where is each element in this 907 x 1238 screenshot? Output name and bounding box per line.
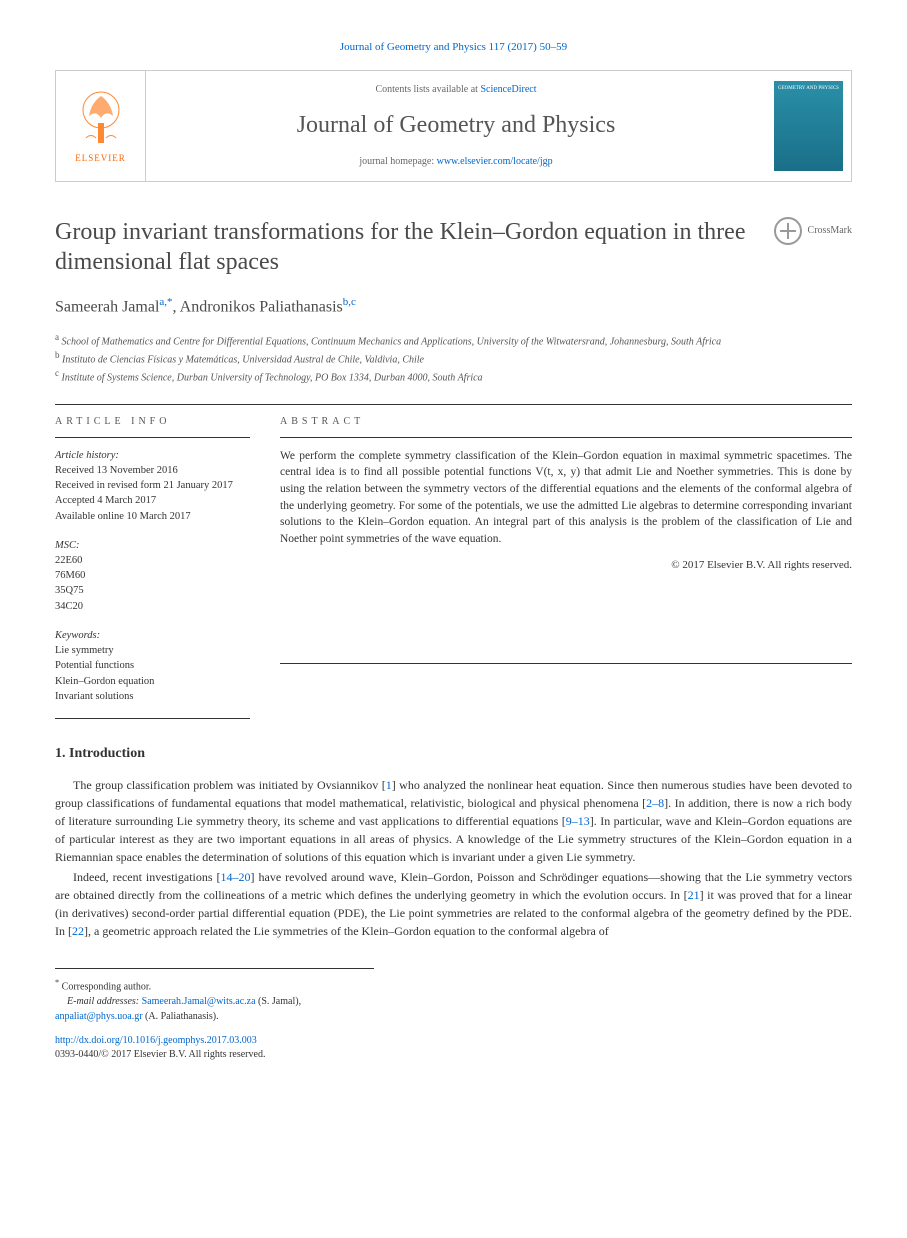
- article-history: Article history: Received 13 November 20…: [55, 448, 250, 524]
- ref-link-9-13[interactable]: 9–13: [566, 814, 590, 828]
- affiliation-b-text: Instituto de Ciencias Físicas y Matemáti…: [62, 354, 424, 365]
- abstract-label: abstract: [280, 405, 852, 438]
- history-received: Received 13 November 2016: [55, 463, 250, 478]
- cover-thumbnail: GEOMETRY AND PHYSICS: [774, 81, 843, 171]
- paragraph-1: The group classification problem was ini…: [55, 776, 852, 866]
- elsevier-tree-icon: [71, 88, 131, 148]
- history-heading: Article history:: [55, 448, 250, 463]
- contents-available-line: Contents lists available at ScienceDirec…: [156, 83, 756, 97]
- p1-text-a: The group classification problem was ini…: [73, 778, 386, 792]
- ref-link-22[interactable]: 22: [72, 924, 84, 938]
- masthead-center: Contents lists available at ScienceDirec…: [146, 71, 766, 181]
- paragraph-2: Indeed, recent investigations [14–20] ha…: [55, 868, 852, 940]
- corresponding-author: * Corresponding author.: [55, 977, 374, 994]
- p2-text-a: Indeed, recent investigations [: [73, 870, 221, 884]
- keywords-heading: Keywords:: [55, 628, 250, 643]
- author-1-affil-link[interactable]: a,*: [159, 296, 172, 308]
- journal-name: Journal of Geometry and Physics: [156, 109, 756, 143]
- journal-reference: Journal of Geometry and Physics 117 (201…: [55, 40, 852, 55]
- author-2-affil-link[interactable]: b,c: [343, 296, 356, 308]
- email-label: E-mail addresses:: [67, 996, 142, 1007]
- ref-link-2-8[interactable]: 2–8: [646, 796, 664, 810]
- footnotes: * Corresponding author. E-mail addresses…: [55, 968, 374, 1024]
- publisher-name: ELSEVIER: [75, 152, 126, 165]
- affiliation-c-text: Institute of Systems Science, Durban Uni…: [62, 373, 483, 384]
- homepage-link[interactable]: www.elsevier.com/locate/jgp: [437, 156, 553, 167]
- crossmark-label: CrossMark: [808, 224, 852, 238]
- abstract-text: We perform the complete symmetry classif…: [280, 448, 852, 548]
- homepage-line: journal homepage: www.elsevier.com/locat…: [156, 155, 756, 169]
- issn-copyright: 0393-0440/© 2017 Elsevier B.V. All right…: [55, 1049, 265, 1060]
- email-1-link[interactable]: Sameerah.Jamal@wits.ac.za: [142, 996, 256, 1007]
- history-online: Available online 10 March 2017: [55, 509, 250, 524]
- ref-link-21[interactable]: 21: [688, 888, 700, 902]
- msc-heading: MSC:: [55, 538, 250, 553]
- history-revised: Received in revised form 21 January 2017: [55, 478, 250, 493]
- msc-block: MSC: 22E60 76M60 35Q75 34C20: [55, 538, 250, 614]
- keywords-block: Keywords: Lie symmetry Potential functio…: [55, 628, 250, 704]
- homepage-prefix: journal homepage:: [359, 156, 436, 167]
- email-line: E-mail addresses: Sameerah.Jamal@wits.ac…: [55, 994, 374, 1024]
- msc-code-2: 76M60: [55, 568, 250, 583]
- email-1-who: (S. Jamal),: [256, 996, 302, 1007]
- publisher-logo[interactable]: ELSEVIER: [56, 71, 146, 181]
- contents-prefix: Contents lists available at: [375, 84, 480, 95]
- msc-code-3: 35Q75: [55, 583, 250, 598]
- affiliation-c: c Institute of Systems Science, Durban U…: [55, 367, 852, 385]
- rule-abstract-bottom: [280, 663, 852, 664]
- keyword-3: Klein–Gordon equation: [55, 674, 250, 689]
- email-2-who: (A. Paliathanasis).: [143, 1011, 219, 1022]
- author-2-name: Andronikos Paliathanasis: [180, 298, 343, 315]
- author-1-name: Sameerah Jamal: [55, 298, 159, 315]
- authors-line: Sameerah Jamala,*, Andronikos Paliathana…: [55, 295, 852, 319]
- rule-info-bottom: [55, 718, 250, 719]
- author-separator: ,: [173, 298, 180, 315]
- keyword-2: Potential functions: [55, 658, 250, 673]
- affiliation-a: a School of Mathematics and Centre for D…: [55, 331, 852, 349]
- history-accepted: Accepted 4 March 2017: [55, 493, 250, 508]
- abstract-column: abstract We perform the complete symmetr…: [280, 405, 852, 664]
- section-1-heading: 1. Introduction: [55, 744, 852, 764]
- keyword-4: Invariant solutions: [55, 689, 250, 704]
- email-2-link[interactable]: anpaliat@phys.uoa.gr: [55, 1011, 143, 1022]
- keyword-1: Lie symmetry: [55, 643, 250, 658]
- doi-link[interactable]: http://dx.doi.org/10.1016/j.geomphys.201…: [55, 1035, 257, 1046]
- body-text: The group classification problem was ini…: [55, 776, 852, 940]
- crossmark-badge[interactable]: CrossMark: [774, 217, 852, 245]
- crossmark-icon: [774, 217, 802, 245]
- msc-code-1: 22E60: [55, 553, 250, 568]
- p2-text-d: ], a geometric approach related the Lie …: [84, 924, 609, 938]
- affiliation-a-text: School of Mathematics and Centre for Dif…: [62, 336, 722, 347]
- footer-block: http://dx.doi.org/10.1016/j.geomphys.201…: [55, 1034, 852, 1062]
- affiliations-block: a School of Mathematics and Centre for D…: [55, 331, 852, 386]
- corresponding-label: Corresponding author.: [62, 981, 151, 992]
- msc-code-4: 34C20: [55, 599, 250, 614]
- article-info-column: article info Article history: Received 1…: [55, 405, 250, 719]
- journal-cover[interactable]: GEOMETRY AND PHYSICS: [766, 71, 851, 181]
- masthead: ELSEVIER Contents lists available at Sci…: [55, 70, 852, 182]
- abstract-copyright: © 2017 Elsevier B.V. All rights reserved…: [280, 558, 852, 573]
- article-title: Group invariant transformations for the …: [55, 217, 774, 277]
- affiliation-b: b Instituto de Ciencias Físicas y Matemá…: [55, 349, 852, 367]
- ref-link-14-20[interactable]: 14–20: [221, 870, 251, 884]
- sciencedirect-link[interactable]: ScienceDirect: [480, 84, 536, 95]
- body-section: 1. Introduction The group classification…: [55, 744, 852, 940]
- article-info-label: article info: [55, 405, 250, 438]
